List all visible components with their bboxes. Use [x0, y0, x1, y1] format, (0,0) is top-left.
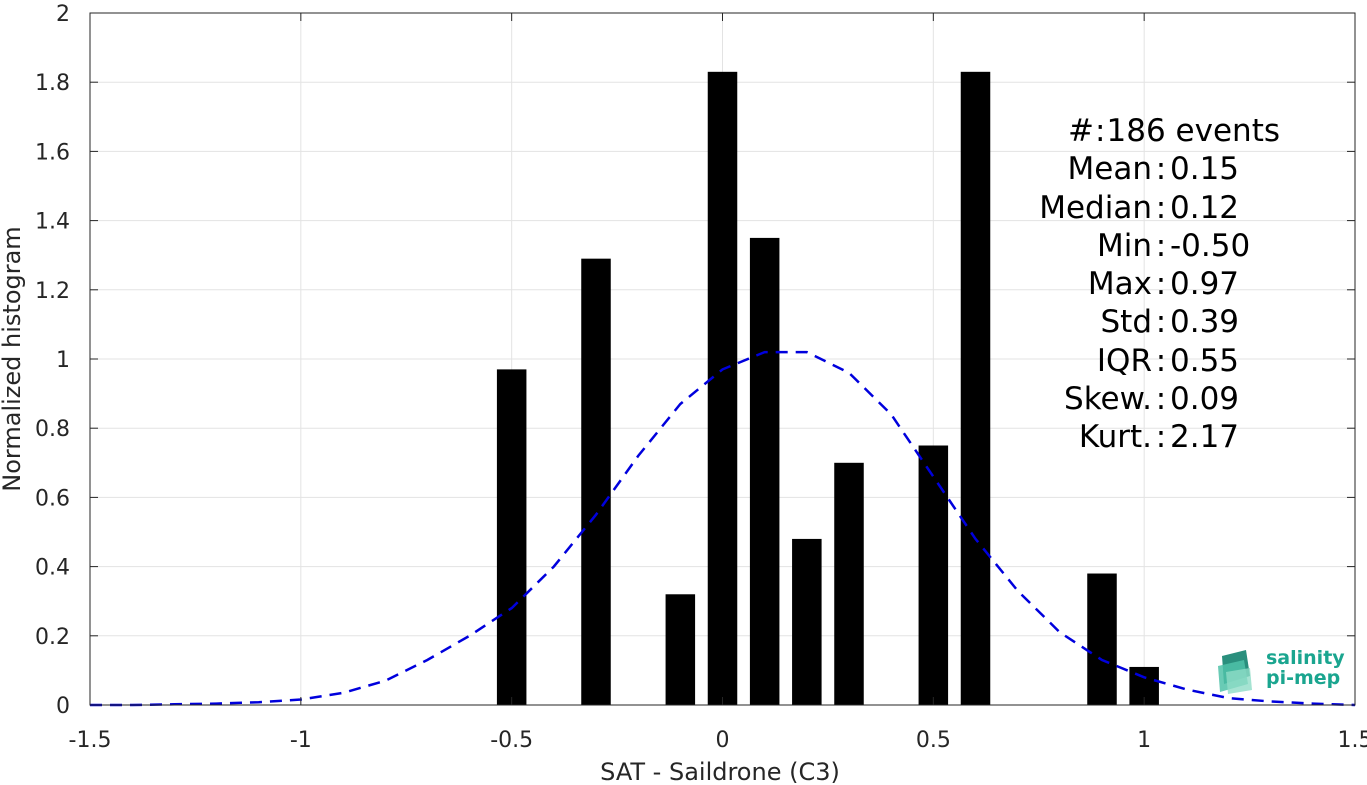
y-tick-label: 1 — [56, 348, 70, 373]
y-tick-label: 0.8 — [35, 417, 70, 442]
salinity-pi-mep-logo: salinity pi-mep — [1216, 646, 1346, 694]
histogram-bar — [1087, 573, 1117, 705]
y-tick-label: 2 — [56, 2, 70, 27]
logo-mark-icon — [1218, 650, 1252, 694]
histogram-bar — [960, 71, 991, 705]
stat-sep: : — [1155, 342, 1167, 379]
stat-sep: : — [1155, 266, 1167, 303]
histogram-bar — [496, 369, 527, 705]
x-tick-label: -1.5 — [69, 728, 112, 753]
x-tick-label: 0.5 — [916, 728, 951, 753]
statistics-panel: #:186 events Mean:0.15 Median:0.12 Min: -0.5… — [960, 112, 1280, 457]
stat-label: IQR — [1096, 342, 1152, 379]
stat-value: 0.12 — [1170, 189, 1240, 226]
histogram-bar — [792, 538, 822, 705]
stat-value: 0.39 — [1170, 304, 1240, 341]
stat-label: Median — [1039, 189, 1152, 226]
stat-value: 2.17 — [1170, 419, 1240, 456]
y-tick-label: 0.4 — [35, 556, 70, 581]
stat-row: Std:0.39 — [960, 303, 1280, 341]
stat-sep: : — [1155, 151, 1167, 188]
stat-label: Mean — [1067, 151, 1152, 188]
x-axis-label: SAT - Saildrone (C3) — [600, 758, 840, 785]
stat-label: Kurt. — [1078, 419, 1152, 456]
stat-sep: : — [1155, 189, 1167, 226]
stat-row: Mean:0.15 — [960, 150, 1280, 188]
stat-label: Min — [1096, 227, 1152, 264]
histogram-bar — [581, 258, 611, 705]
stat-row: Min: -0.50 — [960, 227, 1280, 265]
histogram-bar — [749, 237, 780, 705]
x-tick-label: 1.5 — [1338, 728, 1367, 753]
stat-label: Skew. — [1064, 381, 1152, 418]
y-tick-label: 1.6 — [35, 140, 70, 165]
y-tick-label: 0.2 — [35, 625, 70, 650]
stat-sep: : — [1155, 381, 1167, 418]
stat-label: # — [1067, 113, 1094, 149]
stat-row: #:186 events — [960, 112, 1280, 150]
y-tick-label: 0 — [56, 694, 70, 719]
stat-row: Median:0.12 — [960, 189, 1280, 227]
histogram-bar — [707, 71, 738, 705]
histogram-bar — [834, 462, 864, 705]
stat-row: Max:0.97 — [960, 265, 1280, 303]
x-tick-label: 0 — [716, 728, 730, 753]
logo-text-line1: salinity — [1266, 647, 1345, 669]
bars — [496, 71, 1159, 705]
histogram-bar — [665, 594, 696, 705]
stat-row: Kurt.:2.17 — [960, 418, 1280, 456]
y-tick-label: 1.8 — [35, 71, 70, 96]
stat-value: 0.09 — [1170, 381, 1240, 418]
histogram-bar — [918, 445, 949, 705]
stat-row: Skew.:0.09 — [960, 380, 1280, 418]
logo-text-line2: pi-mep — [1266, 667, 1341, 689]
x-tick-label: 1 — [1137, 728, 1151, 753]
stat-value: -0.50 — [1170, 227, 1251, 264]
stat-value: 0.55 — [1170, 342, 1240, 379]
stat-value: 0.97 — [1170, 266, 1240, 303]
x-tick-label: -1 — [290, 728, 312, 753]
stat-sep: : — [1155, 227, 1167, 264]
stat-value: 186 events — [1106, 113, 1280, 149]
x-tick-label: -0.5 — [490, 728, 533, 753]
y-tick-label: 1.2 — [35, 279, 70, 304]
y-axis-label: Normalized histogram — [0, 226, 26, 491]
y-tick-label: 0.6 — [35, 486, 70, 511]
stat-sep: : — [1095, 113, 1106, 149]
stat-sep: : — [1155, 419, 1167, 456]
y-tick-label: 1.4 — [35, 210, 70, 235]
axes — [89, 12, 1356, 706]
stat-label: Std — [1100, 304, 1152, 341]
tick-labels: -1.5 -1 -0.5 0 0.5 1 1.500.20.40.60.811.21.41.… — [35, 2, 1367, 753]
stat-label: Max — [1087, 266, 1152, 303]
stat-row: IQR:0.55 — [960, 342, 1280, 380]
stat-sep: : — [1155, 304, 1167, 341]
stat-value: 0.15 — [1170, 151, 1240, 188]
